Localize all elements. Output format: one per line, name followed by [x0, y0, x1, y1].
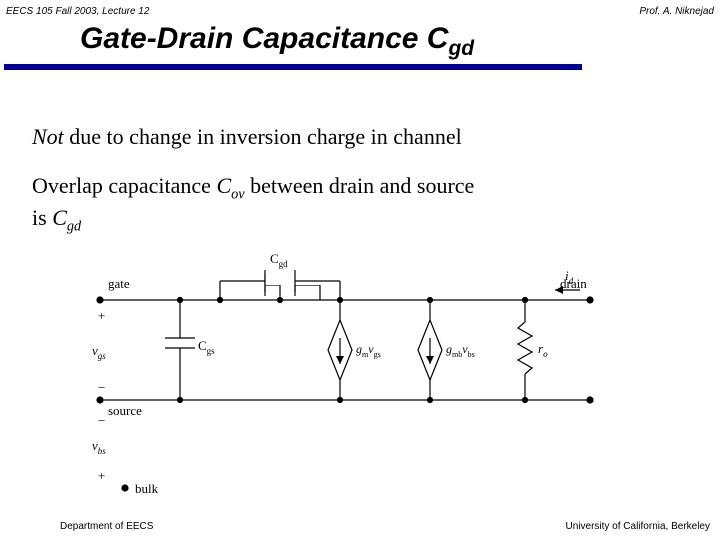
svg-text:gmbvbs: gmbvbs — [446, 342, 475, 359]
header-left: EECS 105 Fall 2003, Lecture 12 — [6, 6, 149, 17]
header-right: Prof. A. Niknejad — [639, 6, 714, 17]
svg-text:gmvgs: gmvgs — [356, 342, 381, 359]
vgs-sub: gs — [98, 351, 107, 361]
l2a: Overlap capacitance — [32, 173, 216, 198]
svg-text:vgs: vgs — [92, 343, 106, 361]
l2cgd-sub: gd — [67, 218, 81, 234]
cgs: C — [198, 338, 207, 353]
footer-right: University of California, Berkeley — [566, 521, 711, 532]
page-title: Gate-Drain Capacitance Cgd — [80, 22, 474, 61]
l2b: between drain and source — [245, 173, 475, 198]
line1-rest: due to change in inversion charge in cha… — [64, 124, 462, 149]
l2cov-sub: ov — [231, 186, 245, 202]
plus-bulk: + — [98, 468, 105, 483]
svg-text:ro: ro — [538, 341, 548, 359]
gm-b-sub: gs — [374, 350, 381, 359]
line1-not: Not — [32, 124, 64, 149]
label-bulk: bulk — [135, 481, 159, 496]
gmb-b-sub: bs — [468, 350, 475, 359]
gmb-a-sub: mb — [452, 350, 462, 359]
label-source: source — [108, 403, 142, 418]
plus-gate: + — [98, 308, 105, 323]
body-line-2: Overlap capacitance Cov between drain an… — [32, 172, 474, 236]
title-sub: gd — [448, 37, 474, 60]
footer-left: Department of EECS — [60, 521, 153, 532]
title-rule — [4, 64, 582, 70]
circuit-diagram: gate + drain id source − vgs Cgs — [70, 250, 630, 500]
svg-text:Cgs: Cgs — [198, 338, 215, 356]
cgd: C — [270, 251, 279, 266]
cgs-sub: gs — [207, 346, 216, 356]
title-main: Gate-Drain Capacitance C — [80, 22, 448, 55]
l2cov: C — [216, 173, 231, 198]
l2cgd: C — [52, 205, 67, 230]
svg-text:vbs: vbs — [92, 438, 106, 456]
id-sub: d — [569, 276, 574, 286]
vbs-sub: bs — [98, 446, 107, 456]
body-line-1: Not due to change in inversion charge in… — [32, 124, 462, 150]
label-gate: gate — [108, 276, 130, 291]
minus-gate: − — [98, 380, 105, 395]
l2c: is — [32, 205, 52, 230]
minus-bulk: − — [98, 413, 105, 428]
ro-sub: o — [543, 349, 548, 359]
cgd-sub: gd — [279, 259, 289, 269]
